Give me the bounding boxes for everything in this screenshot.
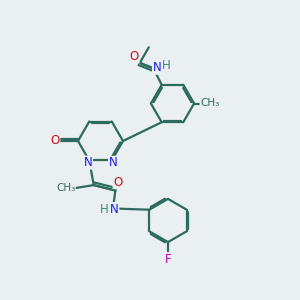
Text: N: N — [84, 156, 92, 169]
Text: O: O — [51, 134, 60, 147]
Text: F: F — [165, 253, 171, 266]
Text: H: H — [100, 202, 108, 216]
Text: N: N — [152, 61, 161, 74]
Text: CH₃: CH₃ — [200, 98, 219, 109]
Text: CH₃: CH₃ — [56, 183, 75, 193]
Text: N: N — [109, 156, 117, 170]
Text: H: H — [161, 59, 170, 72]
Text: O: O — [113, 176, 122, 189]
Text: N: N — [110, 202, 119, 216]
Text: O: O — [130, 50, 139, 63]
